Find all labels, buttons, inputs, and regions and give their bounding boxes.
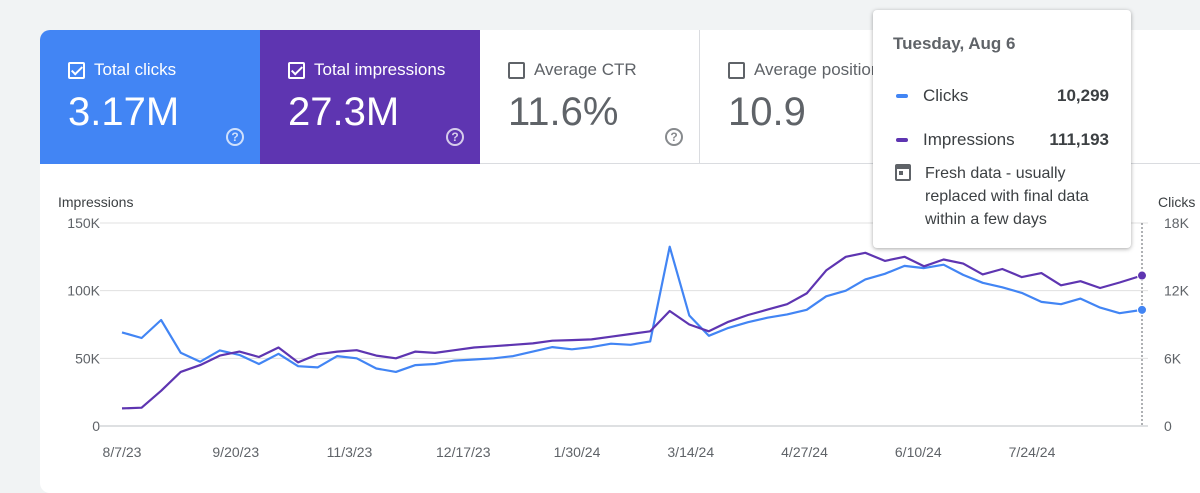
x-tick-label: 4/27/24	[781, 444, 828, 460]
y-tick-label-left: 0	[92, 418, 100, 434]
help-icon[interactable]: ?	[226, 128, 244, 146]
checkbox-unchecked-icon[interactable]	[508, 61, 525, 79]
y-tick-label-right: 12K	[1164, 283, 1190, 299]
metric-value: 10.9	[728, 90, 806, 134]
x-tick-label: 9/20/23	[212, 444, 259, 460]
metric-tab-average-ctr[interactable]: Average CTR 11.6% ?	[480, 30, 700, 164]
y-axis-label-left: Impressions	[58, 194, 133, 210]
calendar-icon	[895, 164, 911, 181]
help-icon[interactable]: ?	[446, 128, 464, 146]
metric-label: Average position	[754, 60, 881, 79]
metric-tab-total-impressions[interactable]: Total impressions 27.3M ?	[260, 30, 480, 164]
tooltip-date: Tuesday, Aug 6	[893, 34, 1016, 53]
y-tick-label-right: 0	[1164, 418, 1172, 434]
y-axis-label-right: Clicks	[1158, 194, 1195, 210]
metric-label: Total impressions	[314, 60, 446, 79]
chart-grid	[100, 222, 1148, 427]
chart-tooltip: Tuesday, Aug 6 Clicks 10,299 Impressions…	[873, 10, 1131, 248]
tooltip-row-clicks: Clicks 10,299	[893, 86, 1109, 106]
metric-label: Total clicks	[94, 60, 177, 79]
metric-tab-total-clicks[interactable]: Total clicks 3.17M ?	[40, 30, 260, 164]
checkbox-checked-icon[interactable]	[68, 61, 85, 79]
metric-tab-average-position[interactable]: Average position 10.9	[700, 30, 920, 164]
tooltip-clicks-value: 10,299	[1057, 86, 1109, 105]
x-tick-label: 11/3/23	[327, 444, 373, 460]
tooltip-note-text: Fresh data - usually replaced with final…	[925, 165, 1089, 228]
tooltip-impressions-value: 111,193	[1049, 130, 1109, 149]
metric-header: Total impressions	[288, 60, 445, 80]
hover-point-impressions	[1137, 270, 1147, 281]
chart-axes: Impressions Clicks 0 0 50K 6K 100K 12K 150K 18K…	[58, 194, 1195, 460]
series-line-impressions	[121, 251, 1143, 410]
impressions-swatch	[896, 138, 908, 142]
tooltip-impressions-label: Impressions	[923, 130, 1015, 149]
metric-value: 3.17M	[68, 90, 180, 134]
hover-point-clicks	[1137, 304, 1147, 315]
x-tick-label: 12/17/23	[436, 444, 491, 460]
metric-header: Average position	[728, 60, 880, 80]
clicks-swatch	[896, 94, 908, 98]
x-tick-label: 8/7/23	[103, 444, 142, 460]
y-tick-label-left: 50K	[75, 350, 101, 366]
checkbox-checked-icon[interactable]	[288, 61, 305, 79]
x-tick-label: 7/24/24	[1009, 444, 1056, 460]
y-tick-label-left: 150K	[67, 215, 100, 231]
metric-header: Total clicks	[68, 60, 176, 80]
metric-tabs: Total clicks 3.17M ? Total impressions 2…	[40, 30, 1200, 164]
y-tick-label-right: 6K	[1164, 350, 1182, 366]
metric-header: Average CTR	[508, 60, 637, 80]
x-tick-label: 3/14/24	[667, 444, 714, 460]
tooltip-row-impressions: Impressions 111,193	[893, 130, 1109, 150]
y-tick-label-left: 100K	[67, 283, 100, 299]
y-tick-label-right: 18K	[1164, 215, 1190, 231]
chart-series	[121, 245, 1147, 410]
help-icon[interactable]: ?	[665, 128, 683, 146]
series-line-clicks	[121, 245, 1143, 373]
metric-label: Average CTR	[534, 60, 637, 79]
metric-value: 11.6%	[508, 90, 619, 134]
tooltip-clicks-label: Clicks	[923, 86, 969, 105]
x-tick-label: 1/30/24	[554, 444, 601, 460]
checkbox-unchecked-icon[interactable]	[728, 61, 745, 79]
x-tick-label: 6/10/24	[895, 444, 942, 460]
metric-value: 27.3M	[288, 90, 400, 134]
